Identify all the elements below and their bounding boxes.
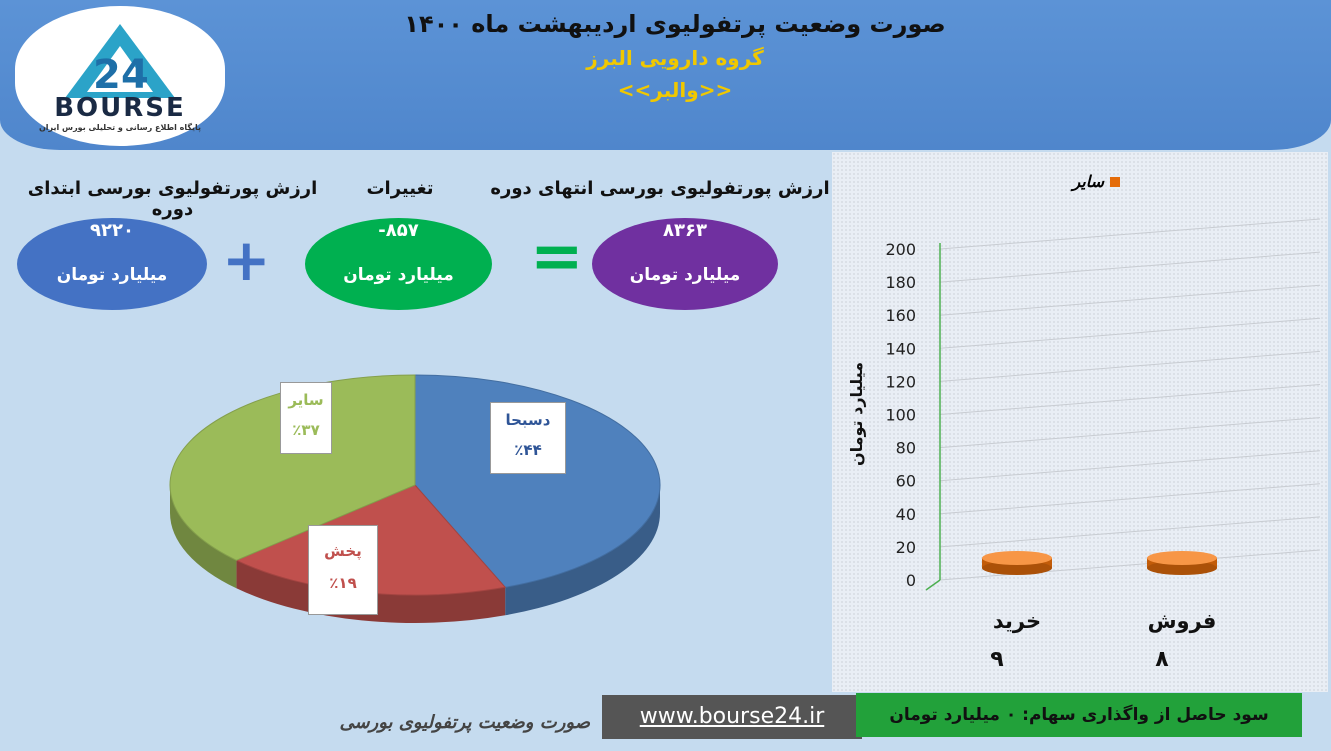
trade-chart-panel [832,152,1328,692]
pie-label-name: دسبحا [505,411,551,429]
trade-bar-chart: 0 20 40 60 80 100 120 140 160 180 200 میلیارد تومان… [847,218,1321,672]
y-tick-label: 160 [885,306,916,325]
gridline [939,483,1321,515]
y-tick-label: 40 [896,505,916,524]
start-unit: میلیارد تومان [56,265,168,285]
pie-slice-side [505,485,660,616]
gridline [939,384,1321,415]
x-category-label: فروش [1148,609,1217,633]
pie-slice [414,374,661,588]
y-tick-label: 80 [896,439,916,458]
website-link[interactable]: www.bourse24.ir [602,695,862,739]
company-symbol: <<والبر>> [617,78,733,102]
gridline [939,516,1321,548]
bar-value-label: ۸ [1155,647,1169,672]
y-tick-label: 200 [885,240,916,259]
gridline [939,284,1321,316]
logo-subtitle: پایگاه اطلاع رسانی و تحلیلی بورس ایران [38,123,202,132]
y-tick-label: 0 [906,571,916,590]
gridline [939,251,1321,283]
gridline [939,417,1321,449]
company-name: گروه دارویی البرز [586,46,764,70]
gridline [939,549,1321,581]
y-tick-label: 180 [885,273,916,292]
pie-slice-side [170,485,237,589]
pie-label-name: سایر [288,391,324,409]
legend-label: سایر [1072,172,1104,191]
logo-text: BOURSE [54,93,186,123]
pie-label-dasbaha: دسبحا ٪۴۴ [490,402,566,474]
svg-text:2: 2 [93,52,121,98]
end-value-oval: ۸۳۶۳ میلیارد تومان [592,218,778,310]
gridline [939,317,1321,349]
y-tick-label: 60 [896,472,916,491]
bar-value-label: ۹ [990,647,1003,672]
page-title: صورت وضعیت پرتفولیوی اردیبهشت ماه ۱۴۰۰ [404,10,946,38]
pie-label-percent: ٪۴۴ [514,441,542,459]
pie-label-pakhsh: پخش ٪۱۹ [308,525,378,615]
profit-banner: سود حاصل از واگذاری سهام: ۰ میلیارد توما… [856,693,1302,737]
start-value-oval: ۹۲۲۰ میلیارد تومان [17,218,207,310]
x-category-label: خرید [993,609,1041,633]
gridline [939,218,1321,250]
y-axis-label: میلیارد تومان [847,362,866,466]
y-tick-label: 120 [885,372,916,391]
footer-subtitle: صورت وضعیت پرتفولیوی بورسی [339,712,590,733]
svg-text:4: 4 [121,52,149,98]
end-value-label: ارزش پورتفولیوی بورسی انتهای دوره [490,178,830,199]
change-value: -۸۵۷ [378,220,419,241]
y-tick-label: 100 [885,406,916,425]
plus-sign: + [222,226,271,294]
logo-mark-icon: 2 4 [65,24,175,98]
website-url[interactable]: www.bourse24.ir [639,704,825,729]
change-value-oval: -۸۵۷ میلیارد تومان [305,218,492,310]
logo: 2 4 [15,6,225,146]
end-value: ۸۳۶۳ [663,220,707,241]
gridline [939,450,1321,482]
change-label: تغییرات [366,178,434,199]
start-value-label: ارزش پورتفولیوی بورسی ابتدای دوره [27,178,318,220]
start-value: ۹۲۲۰ [90,220,134,241]
change-unit: میلیارد تومان [343,265,454,285]
pie-slice-side [236,560,506,623]
y-tick-label: 20 [896,538,916,557]
equals-sign: = [530,220,584,294]
portfolio-pie-chart [169,374,661,623]
legend-swatch [1110,177,1120,187]
y-tick-label: 140 [885,339,916,358]
pie-label-percent: ٪۳۷ [292,421,320,439]
pie-label-sayer: سایر ٪۳۷ [280,382,332,454]
gridline [939,350,1321,382]
pie-slice [169,374,416,561]
pie-label-percent: ٪۱۹ [329,574,357,592]
bar-legend: سایر [1050,172,1120,191]
pie-label-name: پخش [324,542,362,560]
end-unit: میلیارد تومان [629,265,741,285]
